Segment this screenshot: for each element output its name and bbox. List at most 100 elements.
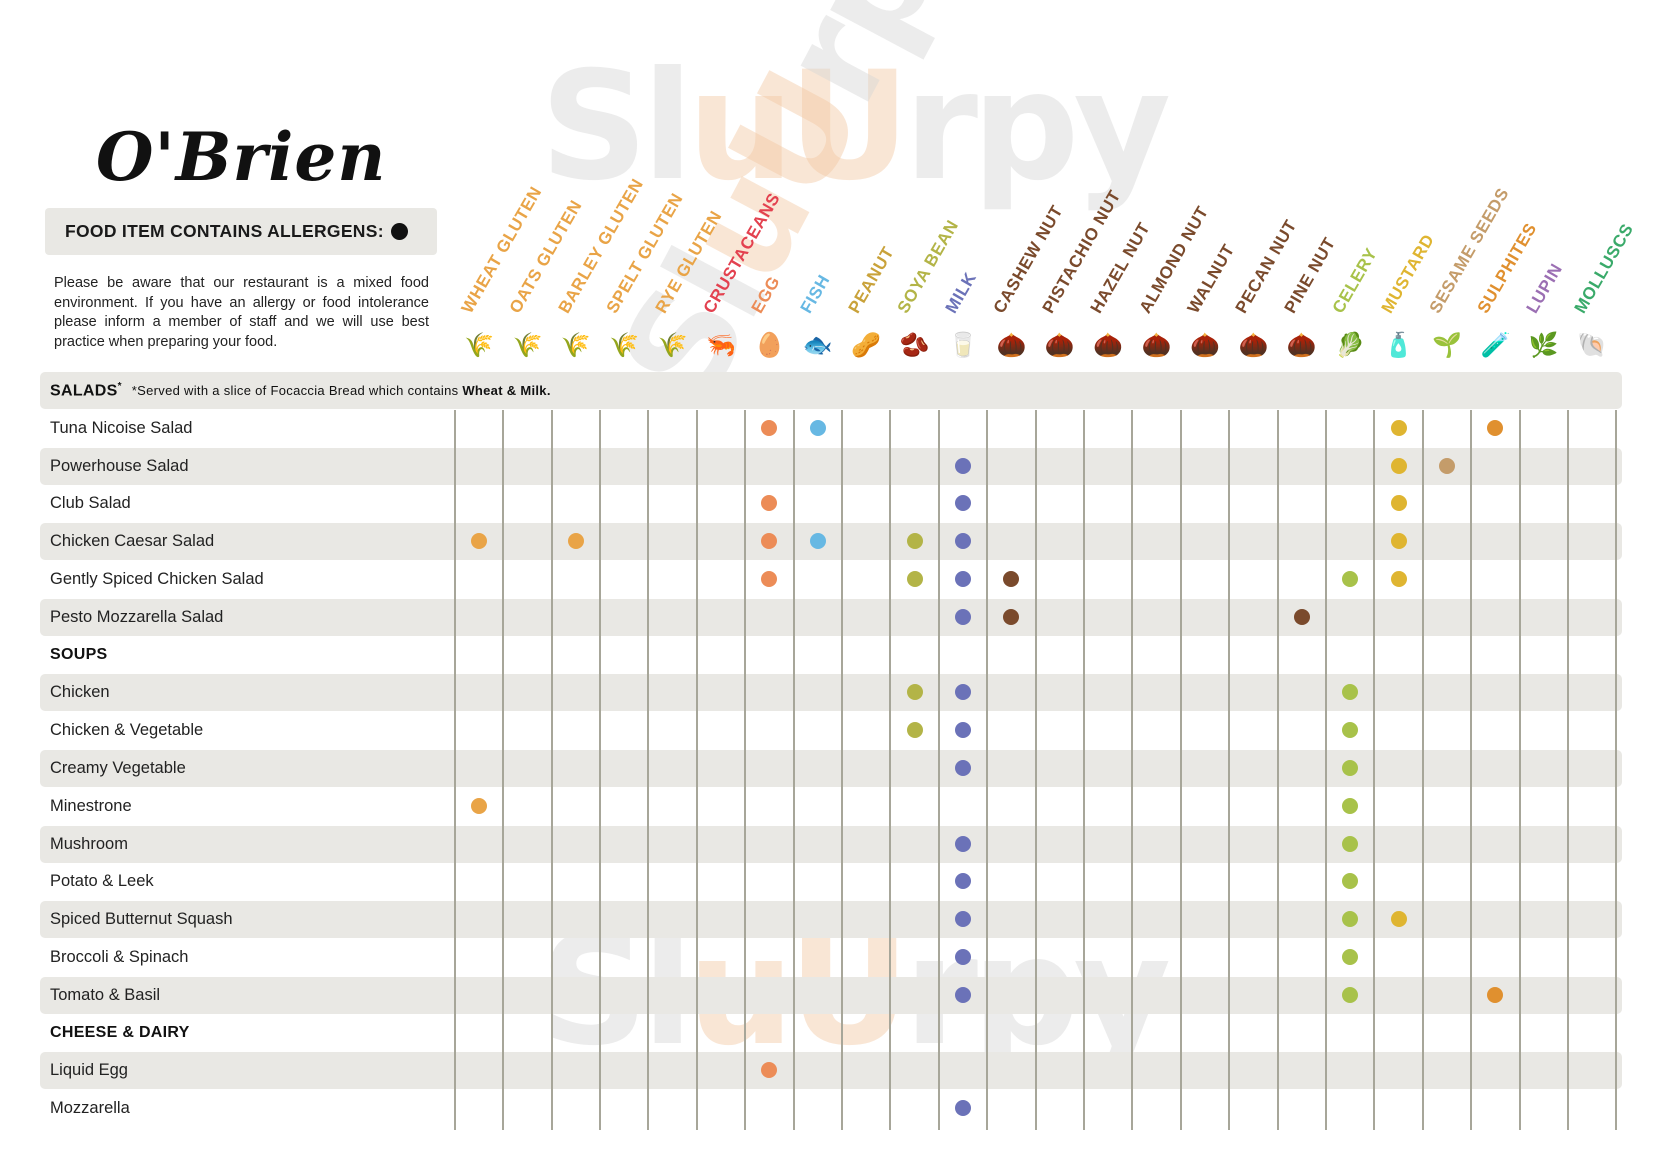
- watermark: SluUrpy: [590, 0, 1007, 427]
- section-heading-text: SOUPS: [50, 645, 108, 663]
- allergen-dot-milk: [955, 949, 971, 965]
- allergen-dot-milk: [955, 911, 971, 928]
- column-divider: [550, 409, 553, 1130]
- allergen-dot-soya: [906, 722, 923, 739]
- allergen-dot-egg: [761, 533, 778, 550]
- row-band: [40, 750, 1622, 787]
- allergen-dot-cashew: [1003, 608, 1020, 625]
- section-note-bold: Wheat & Milk.: [462, 383, 551, 399]
- section-note-text: *Served with a slice of Focaccia Bread w…: [131, 383, 463, 399]
- allergen-header-molluscs: MOLLUSCS: [1570, 220, 1638, 317]
- allergen-dot-milk: [955, 835, 971, 852]
- allergen-dot-egg: [761, 495, 778, 512]
- column-divider: [744, 409, 747, 1130]
- brand-logo: O'Briens: [96, 118, 382, 196]
- menu-item-label: Powerhouse Salad: [50, 456, 189, 475]
- wheat-icon: 🌾: [560, 331, 591, 359]
- allergen-dot-milk: [955, 684, 971, 701]
- allergen-dot-sesame: [1439, 457, 1455, 474]
- allergen-dot-milk: [955, 571, 971, 587]
- allergen-dot-mustard: [1390, 533, 1407, 550]
- menu-item-label: Mozzarella: [50, 1099, 130, 1118]
- section-heading: CHEESE & DAIRY: [50, 1024, 190, 1042]
- column-divider: [1228, 409, 1231, 1130]
- acorn-icon: 🌰: [1238, 331, 1269, 359]
- column-divider: [453, 409, 456, 1130]
- column-divider: [1567, 409, 1569, 1130]
- allergen-dot-cashew: [1003, 571, 1020, 587]
- allergen-dot-wheat: [471, 533, 487, 550]
- allergen-dot-barley: [567, 533, 584, 550]
- allergen-header-walnut: WALNUT: [1183, 240, 1239, 317]
- allergen-dot-milk: [955, 760, 971, 776]
- row-band: [40, 674, 1622, 712]
- allergen-header-milk: MILK: [941, 268, 981, 317]
- section-heading-text: SALADS: [50, 382, 118, 400]
- row-band: [40, 372, 1622, 409]
- row-band: [40, 976, 1622, 1014]
- allergen-dot-milk: [955, 533, 971, 550]
- column-divider: [1083, 409, 1085, 1130]
- row-band: [40, 825, 1622, 863]
- allergen-dot-celery: [1342, 911, 1359, 928]
- column-divider: [1179, 409, 1182, 1130]
- allergen-dot-fish: [809, 419, 826, 436]
- allergen-dot-milk: [955, 457, 971, 474]
- allergen-dot-celery: [1342, 986, 1359, 1003]
- section-heading: SOUPS: [50, 646, 108, 664]
- wheat-icon: 🌾: [657, 331, 688, 359]
- column-divider: [647, 409, 650, 1130]
- section-note: *Served with a slice of Focaccia Bread w…: [132, 383, 551, 398]
- menu-item-label: Potato & Leek: [50, 872, 154, 891]
- shell-icon: 🐚: [1577, 331, 1608, 359]
- column-divider: [502, 409, 505, 1130]
- column-divider: [1470, 409, 1473, 1130]
- soya-icon: 🫘: [899, 331, 930, 359]
- allergen-dot-fish: [809, 533, 826, 550]
- column-divider: [1034, 409, 1037, 1130]
- peanut-icon: 🥜: [851, 331, 882, 359]
- row-band: [40, 447, 1622, 485]
- acorn-icon: 🌰: [1044, 331, 1075, 359]
- column-divider: [1325, 409, 1327, 1130]
- row-band: [40, 901, 1622, 939]
- menu-item-label: Tuna Nicoise Salad: [50, 418, 193, 437]
- allergen-dot-soya: [906, 571, 923, 587]
- column-divider: [1276, 409, 1279, 1130]
- allergen-dot-celery: [1342, 949, 1359, 965]
- column-divider: [1131, 409, 1134, 1130]
- shrimp-icon: 🦐: [706, 331, 736, 359]
- menu-item-label: Minestrone: [50, 796, 132, 815]
- menu-item-label: Spiced Butternut Squash: [50, 910, 233, 929]
- allergen-header-peanut: PEANUT: [844, 243, 899, 317]
- column-divider: [841, 409, 843, 1130]
- allergen-dot-milk: [955, 1100, 971, 1117]
- column-divider: [1373, 409, 1376, 1130]
- column-divider: [792, 409, 795, 1130]
- mustard-bottle-icon: 🧴: [1383, 331, 1414, 359]
- allergen-dot-celery: [1342, 571, 1359, 587]
- row-band: [40, 598, 1622, 636]
- allergen-header-celery: CELERY: [1328, 244, 1382, 317]
- menu-item-label: Mushroom: [50, 834, 128, 853]
- allergen-dot-egg: [761, 571, 778, 587]
- column-divider: [1615, 409, 1618, 1130]
- menu-item-label: Chicken & Vegetable: [50, 721, 204, 740]
- column-divider: [937, 409, 940, 1130]
- menu-item-label: Liquid Egg: [50, 1061, 128, 1080]
- column-divider: [1518, 409, 1521, 1130]
- seeds-icon: 🌱: [1432, 331, 1462, 359]
- egg-icon: 🥚: [754, 331, 785, 359]
- menu-item-label: Broccoli & Spinach: [50, 948, 189, 966]
- allergen-dot-sulphites: [1487, 419, 1504, 436]
- allergen-dot-celery: [1342, 873, 1359, 890]
- row-band: [40, 523, 1622, 561]
- section-heading-text: CHEESE & DAIRY: [50, 1023, 190, 1041]
- allergen-legend: FOOD ITEM CONTAINS ALLERGENS:: [45, 208, 437, 255]
- allergy-notice: Please be aware that our restaurant is a…: [54, 275, 429, 350]
- wheat-icon: 🌾: [464, 331, 494, 359]
- column-divider: [889, 409, 892, 1130]
- allergen-dot-mustard: [1390, 457, 1407, 474]
- brand-logo-text: O'Briens: [96, 118, 382, 196]
- allergen-dot-sulphites: [1487, 986, 1504, 1003]
